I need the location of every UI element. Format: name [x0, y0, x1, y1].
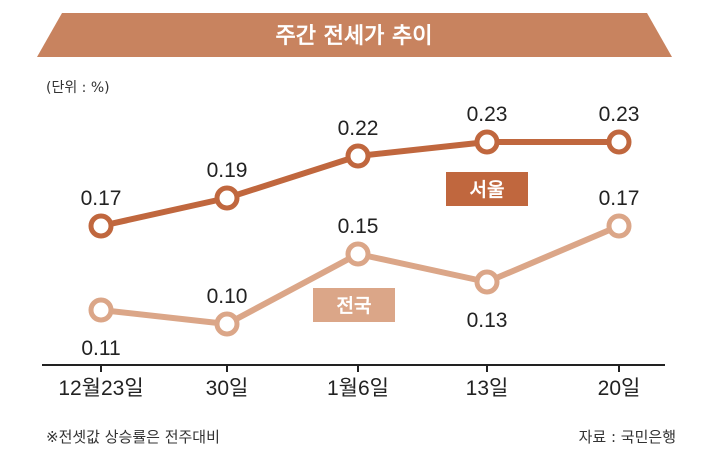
x-tick-label: 12월23일 [58, 377, 143, 400]
data-label: 0.17 [81, 187, 122, 210]
data-label: 0.17 [599, 187, 640, 210]
x-tick-label: 30일 [206, 377, 249, 400]
data-point [345, 143, 371, 169]
data-point [214, 311, 240, 337]
data-label: 0.23 [599, 103, 640, 126]
chart-title: 주간 전세가 추이 [276, 24, 433, 49]
data-label: 0.11 [81, 337, 120, 360]
x-tick-label: 20일 [598, 377, 641, 400]
data-label: 0.22 [338, 117, 379, 140]
data-point [606, 129, 632, 155]
data-point [88, 297, 114, 323]
series-name-label: 전국 [337, 295, 372, 317]
data-label: 0.15 [338, 215, 379, 238]
data-point [345, 241, 371, 267]
unit-label: (단위 : %) [46, 80, 110, 96]
data-point [214, 185, 240, 211]
x-tick-label: 1월6일 [327, 377, 389, 400]
footnote: ※전셋값 상승률은 전주대비 [46, 428, 220, 446]
data-label: 0.10 [207, 285, 248, 308]
data-point [474, 269, 500, 295]
source-note: 자료 : 국민은행 [579, 428, 676, 446]
data-label: 0.19 [207, 159, 248, 182]
series-badge-1 [446, 172, 528, 206]
series-badge-2 [313, 288, 395, 322]
data-point [606, 213, 632, 239]
data-point [474, 129, 500, 155]
data-label: 0.23 [467, 103, 508, 126]
title-banner [37, 13, 672, 57]
series-name-label: 서울 [470, 179, 505, 201]
x-tick-label: 13일 [466, 377, 509, 400]
ticks-layer: 12월23일 30일 1월6일 13일 20일 [58, 365, 640, 400]
data-point [88, 213, 114, 239]
data-label: 0.13 [467, 309, 508, 332]
series-layer: 0.17 0.19 0.22 0.23 0.23 서울 0.11 0.10 0.15 0.13 0.… [81, 103, 640, 360]
